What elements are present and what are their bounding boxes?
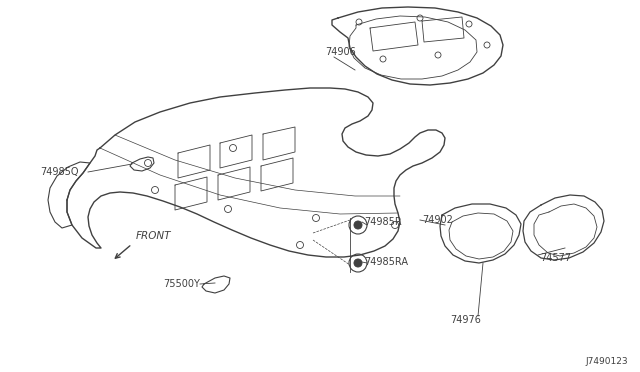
Text: 74985R: 74985R — [364, 217, 402, 227]
Text: 74985RA: 74985RA — [364, 257, 408, 267]
Text: 74906: 74906 — [325, 47, 356, 57]
Text: FRONT: FRONT — [136, 231, 172, 241]
Circle shape — [354, 259, 362, 267]
Text: 74902: 74902 — [422, 215, 453, 225]
Text: 75500Y: 75500Y — [163, 279, 200, 289]
Text: 74985Q: 74985Q — [40, 167, 79, 177]
Text: 74577: 74577 — [540, 253, 571, 263]
Circle shape — [354, 221, 362, 229]
Text: J7490123: J7490123 — [586, 357, 628, 366]
Text: 74976: 74976 — [451, 315, 481, 325]
